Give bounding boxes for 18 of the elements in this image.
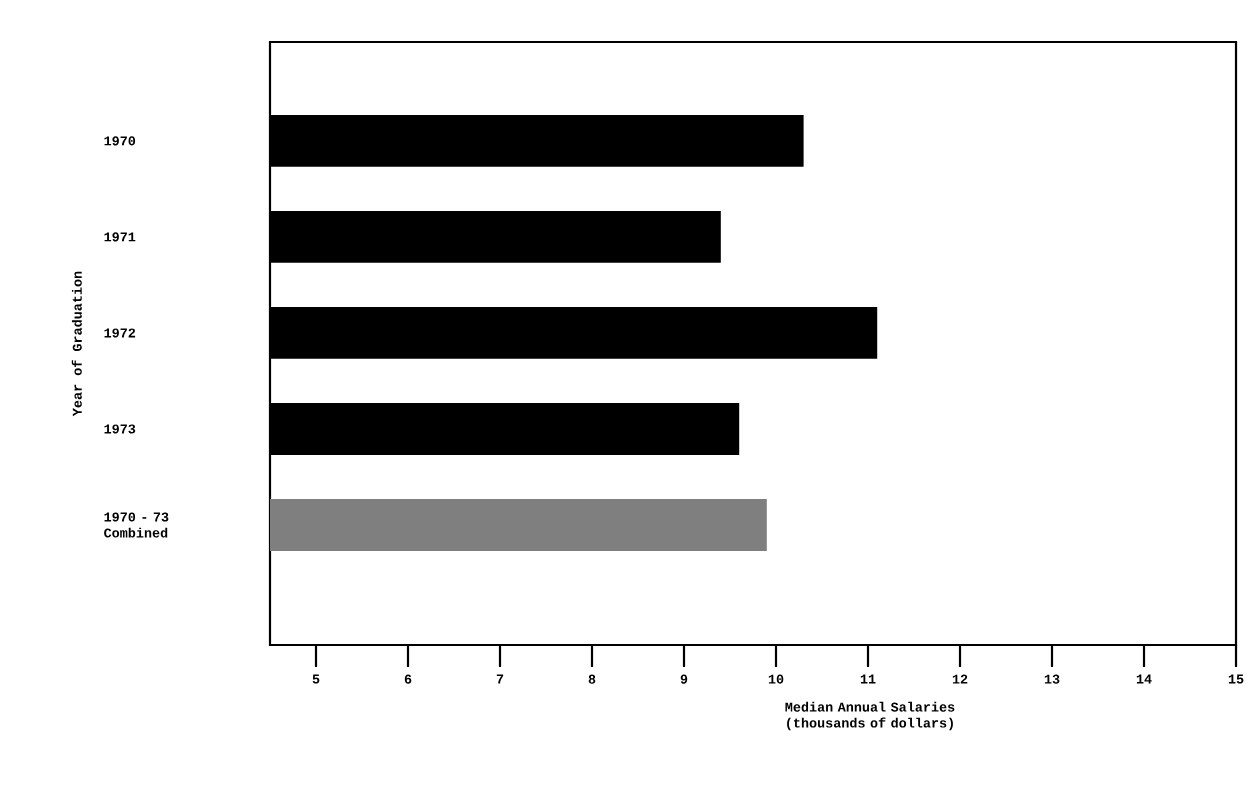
x-tick-label: 14 [1136,674,1152,684]
x-tick-label: 8 [588,674,596,684]
y-tick-label: 1970 - 73 Combined [104,512,169,538]
x-tick-label: 10 [768,674,784,684]
y-tick-label: 1971 [104,232,136,242]
x-tick-label: 13 [1044,674,1060,684]
x-tick-label: 15 [1228,674,1244,684]
x-axis-title: Median Annual Salaries (thousands of dollars) [785,701,955,731]
x-tick-label: 7 [496,674,504,684]
x-tick-label: 11 [860,674,876,684]
x-tick-label: 6 [404,674,412,684]
x-tick-label: 5 [312,674,320,684]
y-tick-label: 1970 [104,136,136,146]
x-tick-label: 9 [680,674,688,684]
y-axis-title: Year of Graduation [71,271,82,417]
y-tick-label: 1972 [104,328,136,338]
x-tick-label: 12 [952,674,968,684]
y-tick-label: 1973 [104,424,136,434]
